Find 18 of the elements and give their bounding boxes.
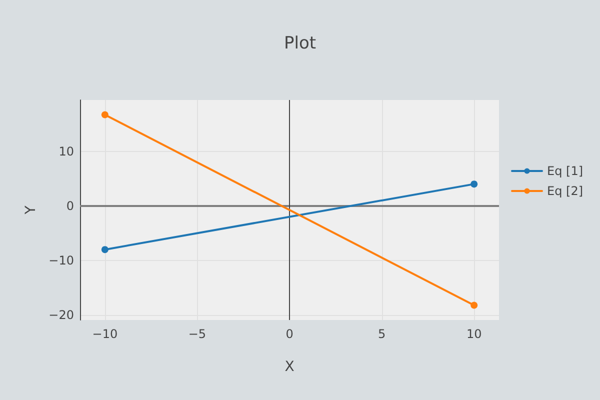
- point: [470, 180, 478, 188]
- y-tick-label: 10: [58, 144, 74, 158]
- x-tick-label: 10: [466, 327, 482, 341]
- legend-label: Eq [1]: [547, 164, 584, 178]
- legend-label: Eq [2]: [547, 184, 584, 198]
- y-axis-title: Y: [22, 205, 39, 216]
- point: [470, 302, 478, 309]
- y-tick-label: −20: [48, 308, 74, 322]
- point: [101, 246, 108, 254]
- x-tick-label: 0: [286, 327, 294, 341]
- chart-title: Plot: [284, 34, 316, 54]
- y-tick-label: −10: [48, 253, 74, 268]
- point: [101, 111, 108, 118]
- x-tick-label: 5: [378, 327, 386, 341]
- x-tick-label: −10: [92, 327, 118, 341]
- y-tick-label: 0: [66, 198, 74, 213]
- x-axis-title: X: [284, 359, 295, 375]
- x-tick-label: −5: [188, 327, 206, 341]
